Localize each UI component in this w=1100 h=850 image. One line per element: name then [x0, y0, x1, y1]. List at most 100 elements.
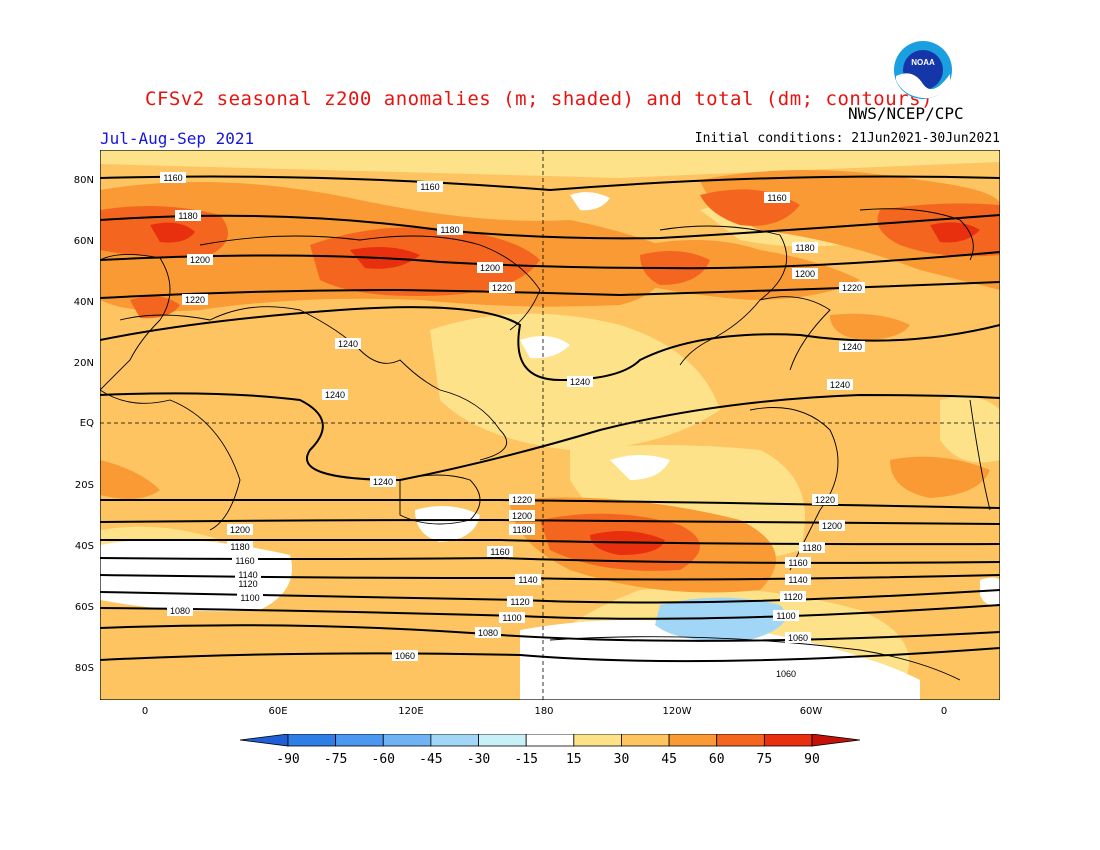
contour-label: 1100 — [237, 592, 263, 603]
contour-label-text: 1180 — [178, 211, 197, 221]
contour-label: 1060 — [392, 650, 418, 661]
contour-label-text: 1180 — [512, 525, 531, 535]
colorbar — [240, 734, 860, 747]
contour-label: 1180 — [227, 541, 253, 552]
contour-label: 1200 — [792, 268, 818, 279]
contour-label-text: 1200 — [512, 511, 532, 521]
lon-tick-label: 60E — [268, 706, 288, 717]
contour-label-text: 1140 — [238, 570, 257, 580]
anomaly-shade-negative — [655, 597, 786, 641]
colorbar-tick-label: -15 — [514, 752, 538, 767]
lat-tick-label: 20N — [73, 358, 94, 369]
colorbar-cell — [335, 734, 384, 747]
contour-label-text: 1080 — [170, 606, 190, 616]
contour-label-text: 1100 — [240, 593, 259, 603]
contour-label: 1220 — [509, 494, 535, 505]
contour-label: 1240 — [827, 379, 853, 390]
contour-label-text: 1220 — [492, 283, 512, 293]
contour-1180-north — [100, 214, 1000, 240]
contour-label: 1060 — [773, 668, 799, 679]
contour-1160-north — [100, 175, 1000, 192]
colorbar-tick-label: 45 — [661, 752, 677, 767]
lon-tick-label: 0 — [141, 706, 149, 717]
contour-label: 1200 — [509, 510, 535, 521]
contour-label-text: 1240 — [325, 390, 345, 400]
contour-label: 1160 — [160, 172, 186, 183]
contour-label: 1120 — [507, 596, 533, 607]
svg-text:NOAA: NOAA — [911, 58, 935, 67]
colorbar-cell — [668, 734, 718, 747]
colorbar-tick-label: 90 — [804, 752, 820, 767]
contour-label: 1180 — [437, 224, 463, 235]
colorbar-tick-label: 60 — [708, 752, 725, 767]
contour-label: 1220 — [812, 494, 838, 505]
contour-1240-north — [100, 306, 1000, 382]
contour-label: 1140 — [235, 569, 261, 580]
contour-label-text: 1220 — [842, 283, 862, 293]
contour-label: 1160 — [232, 555, 258, 566]
contour-label-text: 1200 — [480, 263, 500, 273]
contour-label-text: 1160 — [420, 182, 439, 192]
contour-1200-north — [100, 251, 1000, 270]
contour-label-text: 1200 — [795, 269, 815, 279]
contour-label: 1240 — [567, 376, 593, 387]
contour-label: 1180 — [175, 210, 201, 221]
colorbar-cell — [287, 734, 337, 747]
colorbar-tick-label: 75 — [756, 752, 773, 767]
colorbar-cell — [811, 734, 860, 747]
contour-label: 1060 — [785, 632, 811, 643]
contour-label: 1240 — [322, 389, 348, 400]
colorbar-cell — [478, 734, 527, 747]
contour-label-text: 1220 — [815, 495, 835, 505]
noaa-logo: NOAA — [894, 41, 952, 99]
map-title: CFSv2 seasonal z200 anomalies (m; shaded… — [145, 88, 933, 110]
contour-label: 1180 — [792, 242, 818, 253]
contour-label-text: 1200 — [822, 521, 842, 531]
lon-tick-label: 0 — [940, 706, 948, 717]
contour-label: 1100 — [773, 610, 799, 621]
contour-label-text: 1160 — [767, 193, 786, 203]
colorbar-tick-label: -30 — [466, 752, 491, 767]
contour-label-text: 1120 — [510, 597, 529, 607]
contour-label-text: 1060 — [776, 669, 796, 679]
contour-label-text: 1160 — [490, 547, 509, 557]
contour-label: 1200 — [227, 524, 253, 535]
contour-label: 1220 — [489, 282, 515, 293]
contour-label-text: 1120 — [783, 592, 802, 602]
colorbar-tick-label: -90 — [276, 752, 300, 767]
contour-1240-equatorial — [100, 392, 1000, 482]
contour-label: 1160 — [487, 546, 513, 557]
contour-label-text: 1160 — [788, 558, 807, 568]
contour-label-text: 1060 — [395, 651, 415, 661]
contour-label: 1160 — [785, 557, 811, 568]
anomaly-map: 1160 1160 1160 1180 1180 1180 1200 1200 1200 1220… — [100, 150, 1000, 700]
contour-label-text: 1240 — [830, 380, 850, 390]
agency-label: NWS/NCEP/CPC — [848, 104, 964, 123]
colorbar-tick-label: -75 — [323, 752, 348, 767]
contour-label-text: 1240 — [842, 342, 862, 352]
colorbar-cell — [763, 734, 813, 747]
contour-label-text: 1140 — [518, 575, 537, 585]
contour-label-text: 1220 — [185, 295, 205, 305]
contour-label-text: 1080 — [478, 628, 498, 638]
forecast-period: Jul-Aug-Sep 2021 — [100, 129, 255, 148]
contour-label: 1080 — [167, 605, 193, 616]
contour-label-text: 1100 — [776, 611, 795, 621]
contour-label: 1140 — [515, 574, 541, 585]
colorbar-tick-label: -60 — [371, 752, 395, 767]
contour-label-text: 1120 — [238, 579, 257, 589]
lon-tick-label: 180 — [534, 706, 554, 717]
contour-label: 1180 — [509, 524, 535, 535]
lat-tick-label: 60N — [73, 236, 94, 247]
contour-label-text: 1180 — [230, 542, 249, 552]
lon-tick-label: 120W — [662, 706, 692, 717]
lon-tick-label: 120E — [398, 706, 424, 717]
coastlines — [100, 208, 991, 681]
contour-label: 1200 — [187, 254, 213, 265]
lat-tick-label: 80N — [73, 175, 94, 186]
contour-label-text: 1180 — [440, 225, 459, 235]
contour-label: 1220 — [839, 282, 865, 293]
contour-label-text: 1100 — [502, 613, 521, 623]
contour-label: 1240 — [335, 338, 361, 349]
colorbar-cell — [621, 734, 670, 747]
